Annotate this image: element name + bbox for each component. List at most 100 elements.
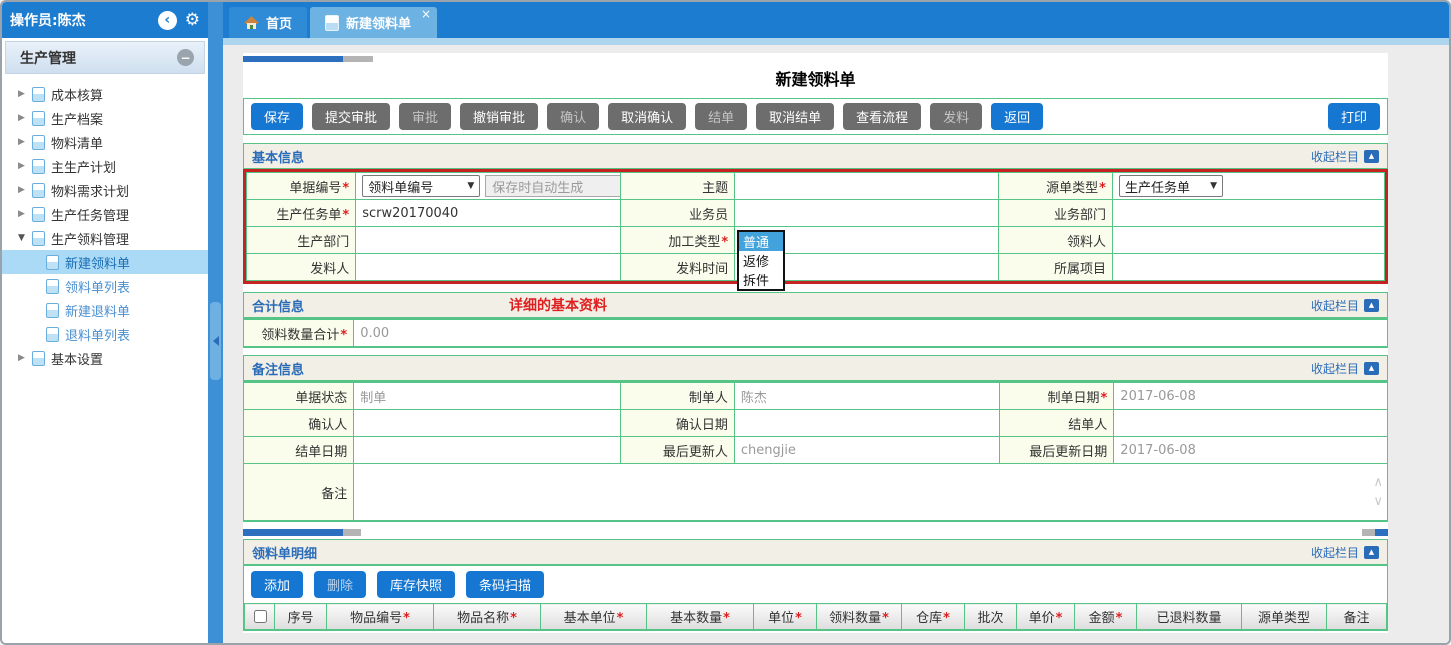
prod-dept-field[interactable] — [355, 226, 622, 254]
collapse-totals-link[interactable]: 收起栏目 ▲ — [1311, 297, 1379, 314]
section-title-basic: 基本信息 — [252, 150, 305, 166]
revoke-approval-button[interactable]: 撤销审批 — [460, 103, 539, 130]
sidebar-item-return-list[interactable]: 退料单列表 — [2, 322, 208, 346]
subject-field[interactable] — [734, 172, 1000, 200]
dropdown-option-disassemble[interactable]: 拆件 — [743, 274, 770, 289]
sidebar-item-master-plan[interactable]: ▶ 主生产计划 — [18, 158, 117, 176]
add-row-button[interactable]: 添加 — [251, 571, 304, 598]
toolbar: 保存 提交审批 审批 撤销审批 确认 取消确认 结单 取消结单 查看流程 发料 … — [243, 98, 1388, 135]
doc-no-input[interactable]: 保存时自动生成 — [485, 175, 620, 197]
col-unit-price: 单价* — [1016, 603, 1075, 630]
sidebar-item-production-archive[interactable]: ▶ 生产档案 — [18, 110, 104, 128]
view-flow-button[interactable]: 查看流程 — [843, 103, 922, 130]
sales-dept-field[interactable] — [1111, 199, 1386, 227]
scrollbar-thumb[interactable] — [243, 529, 343, 536]
back-button[interactable]: 返回 — [991, 103, 1044, 130]
splitter-collapse-handle[interactable] — [210, 302, 221, 380]
sidebar-item-new-return[interactable]: 新建退料单 — [2, 298, 208, 322]
section-header-totals: 合计信息 详细的基本资料 收起栏目 ▲ — [243, 292, 1388, 318]
note-scroll-arrows[interactable]: ∧ ∨ — [1373, 476, 1383, 508]
submit-approval-button[interactable]: 提交审批 — [312, 103, 391, 130]
left-column: 操作员:陈杰 ‹ ⚙ 生产管理 − ▶ 成本核算 ▶ 生产档案 — [2, 2, 208, 643]
sidebar-item-requisition-list[interactable]: 领料单列表 — [2, 274, 208, 298]
doc-no-select[interactable]: 领料单编号 ▼ — [362, 175, 481, 197]
picker-field[interactable] — [1111, 226, 1386, 254]
make-date-label: 制单日期* — [998, 382, 1115, 410]
section-title-remarks: 备注信息 — [252, 362, 305, 378]
doc-no-cell: 领料单编号 ▼ 保存时自动生成 — [355, 172, 622, 200]
issuer-field[interactable] — [355, 253, 622, 281]
collapse-basic-link[interactable]: 收起栏目 ▲ — [1311, 148, 1379, 165]
scrollbar-thumb[interactable] — [243, 56, 343, 62]
save-button[interactable]: 保存 — [251, 103, 304, 130]
tab-home[interactable]: 首页 — [229, 7, 308, 38]
dropdown-option-rework[interactable]: 返修 — [743, 255, 770, 270]
tab-new-requisition[interactable]: 新建领料单 × — [310, 7, 438, 38]
issue-material-button[interactable]: 发料 — [930, 103, 983, 130]
salesman-field[interactable] — [734, 199, 1000, 227]
total-qty-label: 领料数量合计* — [244, 319, 355, 347]
select-all-cell — [244, 603, 275, 630]
sidebar-item-mrp[interactable]: ▶ 物料需求计划 — [18, 182, 130, 200]
note-label: 备注 — [244, 463, 355, 521]
sidebar-splitter — [208, 2, 223, 643]
sidebar-item-new-requisition[interactable]: 新建领料单 — [2, 250, 208, 274]
select-all-checkbox[interactable] — [253, 609, 267, 623]
project-label: 所属项目 — [998, 253, 1113, 281]
scroll-up-icon[interactable]: ∧ — [1373, 475, 1383, 490]
note-field[interactable]: ∧ ∨ — [353, 463, 1387, 521]
section-header-basic: 基本信息 收起栏目 ▲ — [243, 143, 1388, 169]
scrollbar-thumb[interactable] — [1375, 529, 1388, 536]
total-qty-field[interactable]: 0.00 — [353, 319, 1387, 347]
collapse-details-link[interactable]: 收起栏目 ▲ — [1311, 544, 1379, 561]
document-icon — [46, 302, 59, 318]
section-title-details: 领料单明细 — [252, 546, 318, 562]
approve-button[interactable]: 审批 — [399, 103, 452, 130]
barcode-scan-button[interactable]: 条码扫描 — [466, 571, 545, 598]
source-type-label: 源单类型* — [998, 172, 1113, 200]
make-date-value[interactable]: 2017-06-08 — [1113, 382, 1387, 410]
cancel-confirm-button[interactable]: 取消确认 — [608, 103, 687, 130]
scroll-down-icon[interactable]: ∨ — [1373, 494, 1383, 509]
collapse-sidebar-icon[interactable]: ‹ — [157, 10, 177, 30]
scrollbar-track-piece[interactable] — [343, 529, 361, 536]
document-icon — [32, 350, 45, 366]
chevron-down-icon: ▼ — [1210, 181, 1217, 191]
sidebar-tree: ▶ 成本核算 ▶ 生产档案 ▶ 物料清单 ▶ 主生产计划 — [2, 74, 208, 370]
sidebar-item-bom[interactable]: ▶ 物料清单 — [18, 134, 104, 152]
sidebar-item-basic-settings[interactable]: ▶ 基本设置 — [18, 350, 104, 368]
scrollbar-track-piece[interactable] — [1362, 529, 1375, 536]
collapse-remarks-link[interactable]: 收起栏目 ▲ — [1311, 360, 1379, 377]
col-item-code: 物品编号* — [326, 603, 434, 630]
scrollbar-track-piece[interactable] — [343, 56, 373, 62]
confirm-button[interactable]: 确认 — [547, 103, 600, 130]
tree-collapsed-icon: ▶ — [18, 89, 25, 99]
sidebar-item-material-requisition-mgmt[interactable]: ▼ 生产领料管理 — [18, 230, 130, 248]
sidebar-item-cost-accounting[interactable]: ▶ 成本核算 — [18, 86, 104, 104]
source-type-select[interactable]: 生产任务单 ▼ — [1118, 175, 1223, 197]
sales-dept-label: 业务部门 — [998, 199, 1113, 227]
sidebar-item-task-management[interactable]: ▶ 生产任务管理 — [18, 206, 130, 224]
cancel-close-button[interactable]: 取消结单 — [756, 103, 835, 130]
section-header-details: 领料单明细 收起栏目 ▲ — [243, 539, 1388, 565]
horizontal-scrollbar-bottom[interactable] — [243, 529, 1388, 536]
document-icon — [325, 14, 340, 31]
horizontal-scrollbar-top[interactable] — [243, 56, 1388, 62]
gear-icon[interactable]: ⚙ — [184, 9, 200, 30]
close-icon[interactable]: × — [420, 7, 432, 21]
status-label: 单据状态 — [244, 382, 355, 410]
project-field[interactable] — [1111, 253, 1386, 281]
stock-snapshot-button[interactable]: 库存快照 — [377, 571, 456, 598]
sidebar: 生产管理 − ▶ 成本核算 ▶ 生产档案 ▶ 物料清单 — [2, 38, 208, 643]
task-field[interactable]: scrw20170040 — [355, 199, 622, 227]
close-order-button[interactable]: 结单 — [695, 103, 748, 130]
page-title: 新建领料单 — [775, 70, 856, 89]
minus-circle-icon[interactable]: − — [177, 49, 194, 66]
dropdown-option-normal[interactable]: 普通 — [739, 232, 783, 251]
tree-expanded-icon: ▼ — [18, 233, 25, 243]
delete-row-button[interactable]: 删除 — [314, 571, 367, 598]
tab-new-requisition-label: 新建领料单 — [346, 17, 412, 32]
sidebar-panel-header[interactable]: 生产管理 − — [5, 41, 205, 74]
confirm-date-label: 确认日期 — [619, 409, 735, 437]
print-button[interactable]: 打印 — [1327, 103, 1380, 130]
